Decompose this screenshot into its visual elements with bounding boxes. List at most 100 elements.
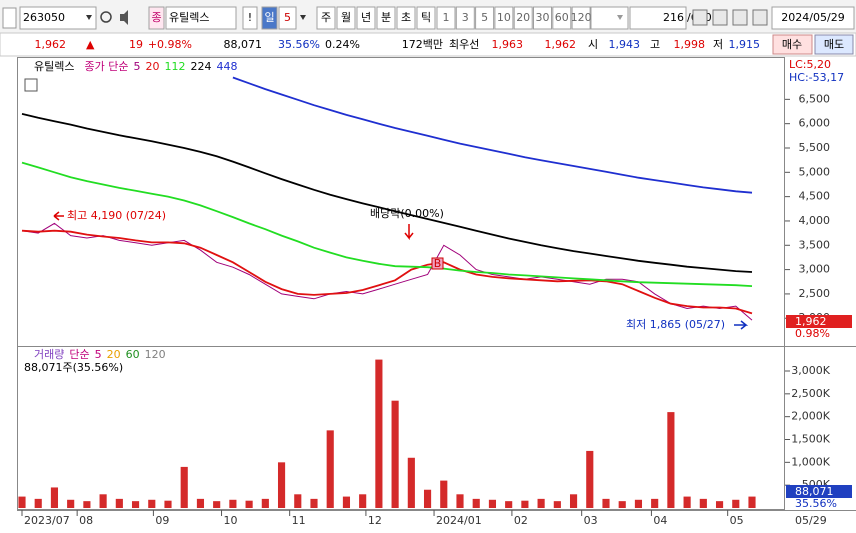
toolbar-button[interactable] <box>571 6 591 30</box>
toolbar-button[interactable] <box>261 6 278 30</box>
y-tick-label: 5,500 <box>799 141 831 154</box>
y-tick-label: 2,000K <box>791 410 830 423</box>
quote-field: +0.98% <box>148 38 192 51</box>
toolbar-button[interactable] <box>242 6 258 30</box>
dropdown-arrow[interactable] <box>86 15 92 20</box>
toolbar-label[interactable]: 유틸렉스 <box>169 11 209 24</box>
toolbar-button[interactable] <box>278 6 297 30</box>
volume-bar <box>732 499 740 508</box>
y-tick-label: 2,500K <box>791 387 830 400</box>
toolbar-label[interactable]: 초 <box>401 11 411 24</box>
toolbar-label[interactable]: 년 <box>361 11 371 24</box>
volume-bar <box>618 501 626 508</box>
buy-button[interactable] <box>772 34 813 55</box>
tool-icon[interactable] <box>692 9 708 26</box>
y-tick-label: 4,000 <box>799 214 831 227</box>
tool-icon[interactable] <box>752 9 768 26</box>
legend-text: 5 <box>95 348 102 361</box>
menu-icon[interactable] <box>2 7 17 29</box>
toolbar-label[interactable]: 30 <box>536 11 550 24</box>
toolbar-label[interactable]: 월 <box>341 11 351 24</box>
speaker-icon[interactable] <box>120 10 128 25</box>
buy-label[interactable]: 매수 <box>782 38 802 51</box>
volume-bar <box>553 501 561 508</box>
volume-bar <box>99 494 107 508</box>
toolbar-button[interactable] <box>552 6 572 30</box>
toolbar-label[interactable]: 일 <box>264 10 274 24</box>
dropdown-arrow[interactable] <box>300 15 306 20</box>
y-tick-label: 5,000 <box>799 165 831 178</box>
dividend-arrow <box>404 224 414 241</box>
x-tick-label: 02 <box>514 514 528 527</box>
volume-bar <box>342 496 351 508</box>
toolbar-button[interactable] <box>494 6 514 30</box>
toolbar-label[interactable]: 120 <box>571 11 592 24</box>
toolbar-button[interactable] <box>533 6 552 30</box>
volume-bar <box>83 501 91 508</box>
toolbar-label[interactable]: ! <box>248 11 252 24</box>
quote-field: 1,962 <box>545 38 577 51</box>
dropdown[interactable] <box>590 6 629 30</box>
y-tick-label: 1,500K <box>791 433 830 446</box>
legend-text: 20 <box>107 348 121 361</box>
toolbar-label[interactable]: 주 <box>321 11 331 24</box>
quote-field: 172백만 <box>402 38 443 51</box>
toolbar-button[interactable] <box>771 6 855 30</box>
x-tick-label: 2024/01 <box>436 514 482 527</box>
toolbar-label[interactable]: 2024/05/29 <box>781 11 844 24</box>
toolbar-button[interactable] <box>416 6 436 30</box>
count-box[interactable] <box>629 6 687 30</box>
tool-icon[interactable] <box>732 9 748 26</box>
legend-text: 120 <box>145 348 166 361</box>
low-annotation: 최저 1,865 (05/27) <box>626 318 725 331</box>
toolbar-label[interactable]: 20 <box>516 11 530 24</box>
x-tick-label: 04 <box>653 514 667 527</box>
quote-field: 저 <box>713 38 723 51</box>
legend-text: 유틸렉스 <box>34 60 74 73</box>
volume-bar <box>310 498 318 508</box>
current-price: 1,962 <box>795 315 827 328</box>
x-tick-label: 11 <box>292 514 306 527</box>
toolbar-button[interactable] <box>475 6 495 30</box>
quote-bar-bg <box>0 32 856 57</box>
toolbar-button[interactable] <box>513 6 533 30</box>
volume-bar <box>488 499 497 508</box>
toolbar-button[interactable] <box>356 6 376 30</box>
toolbar-label[interactable]: 틱 <box>421 11 431 24</box>
toolbar-button[interactable] <box>148 6 165 30</box>
toolbar-button[interactable] <box>336 6 356 30</box>
toolbar-label[interactable]: 10 <box>497 11 511 24</box>
toolbar-button[interactable] <box>316 6 336 30</box>
sell-label[interactable]: 매도 <box>824 38 844 51</box>
toolbar-button[interactable] <box>436 6 456 30</box>
toolbar-button[interactable] <box>19 6 97 30</box>
sell-button[interactable] <box>814 34 854 55</box>
toolbar-label[interactable]: 263050 <box>23 11 65 24</box>
legend-text: 5 <box>133 60 140 73</box>
dropdown-arrow[interactable] <box>617 15 623 20</box>
search-icon[interactable] <box>100 11 112 23</box>
volume-bar <box>683 496 691 508</box>
toolbar-label[interactable]: 3 <box>462 11 469 24</box>
toolbar-label[interactable]: 5 <box>481 11 488 24</box>
toolbar-label[interactable]: 종 <box>151 11 161 24</box>
toolbar-button[interactable] <box>165 6 237 30</box>
toolbar-button[interactable] <box>396 6 416 30</box>
toolbar-label[interactable]: 5 <box>284 11 291 24</box>
legend-text: 종가 단순 <box>84 60 128 73</box>
legend-text: 20 <box>145 60 159 73</box>
quote-field: 0.24% <box>325 38 360 51</box>
volume-bar <box>456 494 464 508</box>
toolbar-button[interactable] <box>376 6 396 30</box>
toolbar-label[interactable]: 60 <box>555 11 569 24</box>
x-tick-label: 05 <box>730 514 744 527</box>
quote-field: 19 <box>129 38 143 51</box>
table-icon[interactable] <box>24 78 38 92</box>
toolbar-label[interactable]: 분 <box>381 11 391 24</box>
volume-bar <box>602 498 610 508</box>
tool-icon[interactable] <box>712 9 728 26</box>
toolbar-button[interactable] <box>455 6 475 30</box>
toolbar-label[interactable]: 1 <box>443 11 450 24</box>
volume-bar <box>115 498 123 508</box>
